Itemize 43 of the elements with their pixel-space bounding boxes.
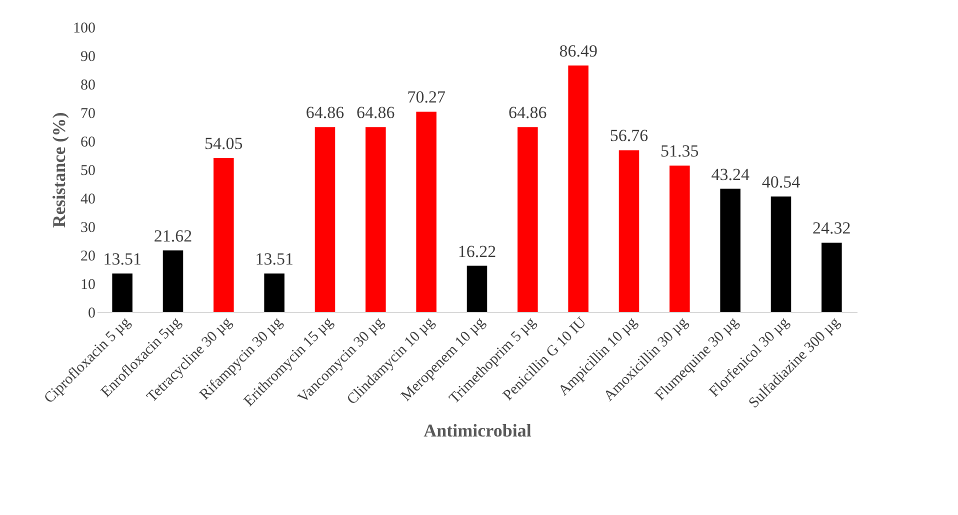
- bar: [264, 273, 284, 312]
- y-tick-label: 30: [80, 220, 96, 236]
- data-label: 43.24: [711, 164, 750, 184]
- bar: [366, 127, 386, 312]
- y-tick-label: 50: [80, 163, 96, 179]
- y-tick-label: 20: [80, 248, 96, 264]
- data-label: 40.54: [762, 172, 801, 192]
- bar: [518, 127, 538, 312]
- data-label: 64.86: [356, 103, 395, 122]
- y-tick-label: 0: [88, 306, 96, 322]
- y-tick-label: 40: [80, 192, 96, 208]
- y-tick-label: 90: [80, 49, 96, 65]
- data-label: 13.51: [103, 249, 142, 268]
- data-label: 64.86: [306, 103, 344, 122]
- bar: [466, 266, 488, 312]
- bar: [314, 127, 336, 312]
- x-axis-title: Antimicrobial: [424, 420, 532, 441]
- data-label: 70.27: [407, 88, 446, 107]
- bar: [214, 158, 234, 312]
- data-label: 54.05: [204, 134, 243, 153]
- data-label: 21.62: [154, 226, 192, 246]
- data-label: 51.35: [660, 142, 699, 161]
- y-tick-label: 70: [80, 106, 96, 122]
- bar: [112, 273, 132, 312]
- bar: [720, 188, 740, 312]
- bar: [416, 112, 436, 312]
- data-label: 64.86: [508, 103, 547, 122]
- y-tick-label: 100: [73, 20, 96, 36]
- data-label: 16.22: [458, 242, 496, 261]
- data-label: 24.32: [812, 218, 851, 238]
- y-axis-title: Resistance (%): [49, 112, 69, 228]
- data-label: 56.76: [610, 126, 648, 146]
- y-tick-label: 10: [80, 277, 96, 293]
- bar: [568, 66, 588, 312]
- bar: [162, 250, 184, 312]
- bar: [618, 150, 640, 312]
- y-tick-label: 80: [80, 78, 96, 94]
- bar: [822, 242, 842, 312]
- data-label: 13.51: [255, 249, 294, 268]
- bar: [670, 166, 690, 312]
- y-tick-label: 60: [80, 134, 96, 150]
- bar: [770, 196, 792, 312]
- data-label: 86.49: [559, 42, 598, 61]
